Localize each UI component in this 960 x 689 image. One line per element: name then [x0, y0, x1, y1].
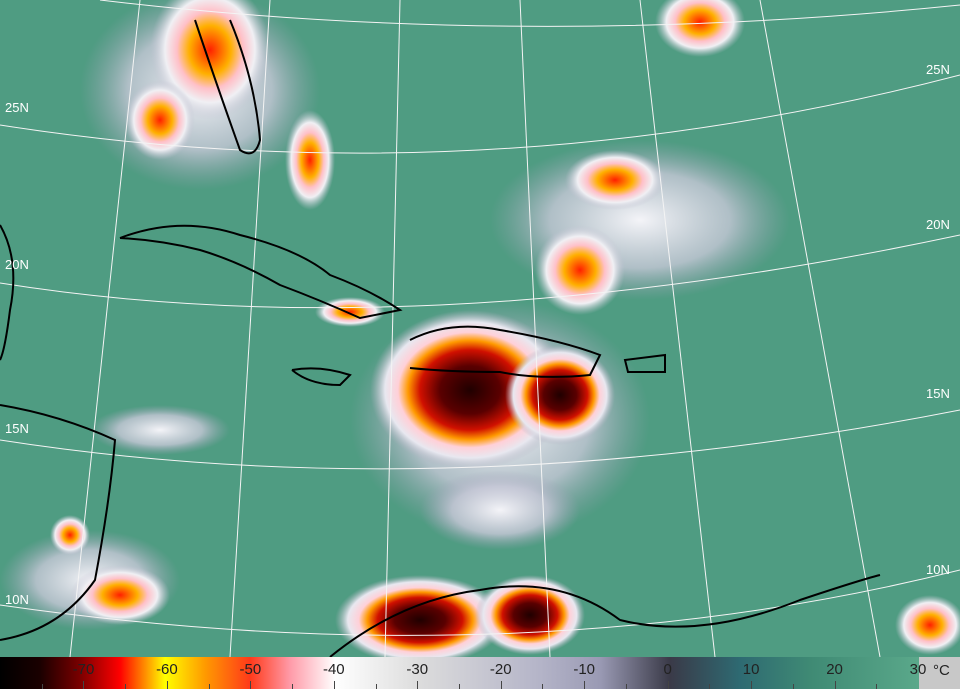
infrared-map — [0, 0, 960, 657]
colorbar-tick-label: 30 — [909, 661, 927, 678]
colorbar-tick-mark — [333, 681, 335, 689]
colorbar-tick-mark — [625, 684, 627, 689]
temperature-colorbar: -70 -60 -50 -40 -30 -20 -10 0 10 20 30 °C — [0, 657, 960, 689]
lat-label-right-10n: 10N — [926, 562, 950, 577]
colorbar-tick-mark — [83, 681, 85, 689]
colorbar-tick-label: -70 — [72, 661, 95, 678]
colorbar-tick-label: -10 — [573, 661, 596, 678]
colorbar-tick-label: 0 — [663, 661, 672, 678]
colorbar-gradient — [0, 657, 919, 689]
colorbar-tick-mark — [292, 684, 294, 689]
colorbar-tick-mark — [166, 681, 168, 689]
colorbar-tick-mark — [41, 684, 43, 689]
lat-label-left-10n: 10N — [5, 592, 29, 607]
colorbar-tick-mark — [751, 681, 753, 689]
colorbar-tick-mark — [250, 681, 252, 689]
colorbar-tick-mark — [584, 681, 586, 689]
colorbar-tick-mark — [208, 684, 210, 689]
colorbar-tick-label: -60 — [156, 661, 178, 678]
colorbar-tick-mark — [709, 684, 711, 689]
main-storm — [370, 310, 570, 470]
colorbar-tick-mark — [500, 681, 502, 689]
colorbar-tick-label: -50 — [239, 661, 262, 678]
colorbar-tick-mark — [375, 684, 377, 689]
colorbar-unit: °C — [933, 662, 950, 679]
colorbar-tick-mark — [459, 684, 460, 689]
colorbar-tick-mark — [876, 684, 878, 689]
lat-label-right-20n: 20N — [926, 217, 950, 232]
lat-label-left-25n: 25N — [5, 100, 29, 115]
lat-label-right-15n: 15N — [926, 386, 950, 401]
colorbar-tick-label: 20 — [826, 661, 843, 678]
colorbar-tick-label: 10 — [742, 661, 760, 678]
colorbar-tick-label: -20 — [489, 661, 512, 678]
lat-label-left-20n: 20N — [5, 257, 29, 272]
colorbar-tick-label: -30 — [406, 661, 429, 678]
colorbar-tick-mark — [792, 684, 794, 689]
colorbar-tick-mark — [542, 684, 544, 689]
lat-label-left-15n: 15N — [5, 421, 29, 436]
cloud-tops — [0, 0, 960, 657]
colorbar-tick-mark — [125, 684, 127, 689]
coastlines — [0, 19, 881, 657]
colorbar-tick-mark — [417, 681, 419, 689]
graticule — [0, 0, 960, 657]
colorbar-tick-mark — [834, 681, 836, 689]
lat-label-right-25n: 25N — [926, 62, 950, 77]
colorbar-tick-mark — [667, 681, 669, 689]
colorbar-tick-label: -40 — [322, 661, 345, 678]
